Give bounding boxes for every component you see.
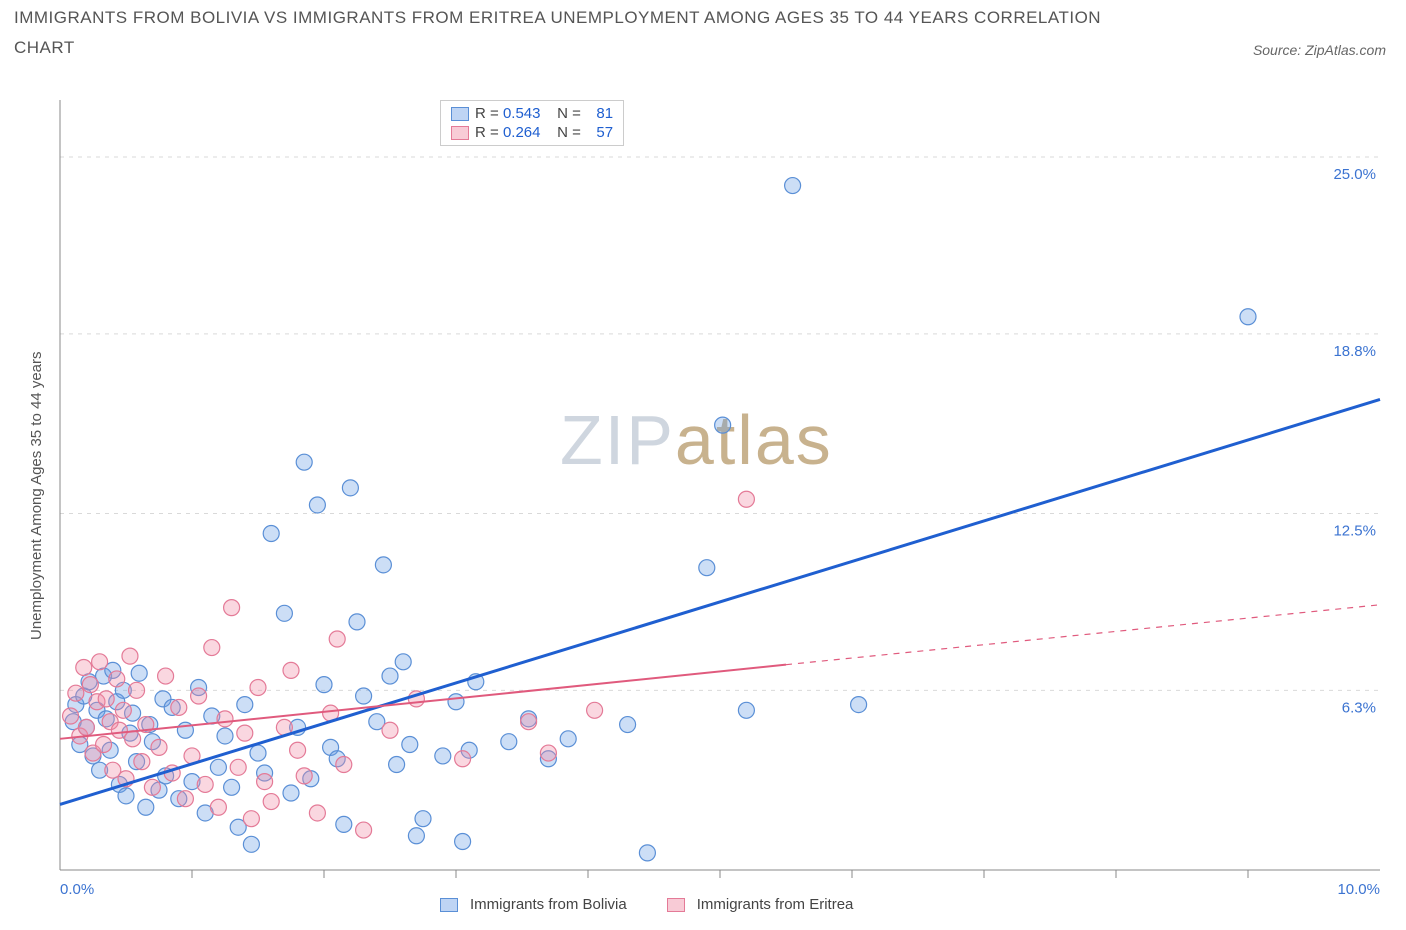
svg-text:12.5%: 12.5% [1333,523,1376,540]
chart-container: { "title_line1": "IMMIGRANTS FROM BOLIVI… [0,0,1406,930]
series-label-eritrea: Immigrants from Eritrea [697,896,854,913]
svg-text:25.0%: 25.0% [1333,166,1376,183]
r-value-bolivia: 0.543 [503,105,541,122]
legend-swatch-eritrea [451,126,469,140]
svg-text:6.3%: 6.3% [1342,699,1376,716]
series-swatch-bolivia [440,898,458,912]
stats-legend-row-bolivia: R = 0.543 N = 81 [451,105,613,122]
svg-text:0.0%: 0.0% [60,881,94,898]
scatter-plot: 0.0% 10.0% 6.3% 12.5% 18.8% 25.0% [0,0,1406,930]
r-value-eritrea: 0.264 [503,124,541,141]
series-legend: Immigrants from Bolivia Immigrants from … [440,896,853,913]
n-value-eritrea: 57 [585,124,613,141]
series-legend-item-bolivia: Immigrants from Bolivia [440,896,627,913]
r-label: R = [475,124,503,141]
stats-gap [540,124,557,141]
svg-text:18.8%: 18.8% [1333,343,1376,360]
series-label-bolivia: Immigrants from Bolivia [470,896,627,913]
r-label: R = [475,105,503,122]
n-label: N = [557,124,585,141]
stats-gap [540,105,557,122]
n-value-bolivia: 81 [585,105,613,122]
legend-swatch-bolivia [451,107,469,121]
stats-legend: R = 0.543 N = 81 R = 0.264 N = 57 [440,100,624,146]
svg-text:10.0%: 10.0% [1337,881,1380,898]
series-legend-item-eritrea: Immigrants from Eritrea [667,896,854,913]
stats-legend-row-eritrea: R = 0.264 N = 57 [451,124,613,141]
n-label: N = [557,105,585,122]
series-swatch-eritrea [667,898,685,912]
